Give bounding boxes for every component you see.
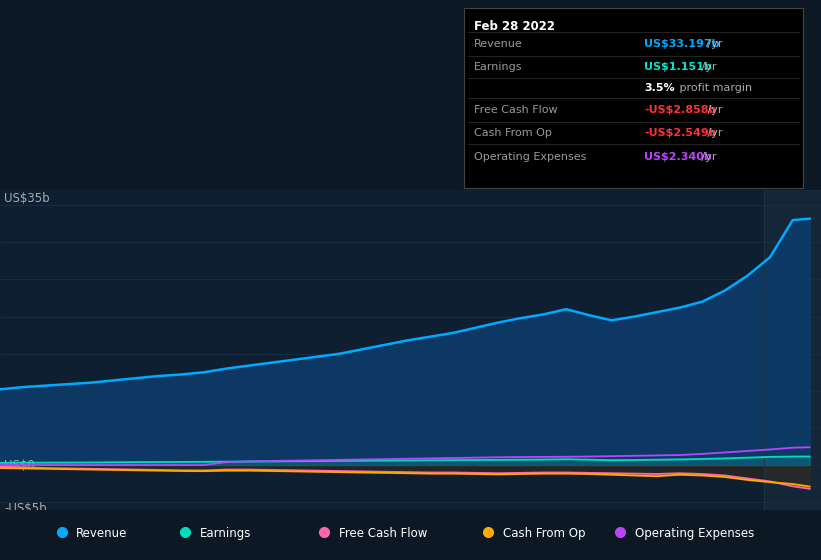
Text: /yr: /yr [698,62,716,72]
Text: Revenue: Revenue [474,39,522,49]
Text: -US$2.858b: -US$2.858b [644,105,717,115]
Text: Earnings: Earnings [474,62,522,72]
Text: -US$2.549b: -US$2.549b [644,128,717,138]
Text: Revenue: Revenue [76,528,128,540]
Text: profit margin: profit margin [676,83,752,93]
Text: US$2.340b: US$2.340b [644,152,713,161]
Text: /yr: /yr [704,128,722,138]
Text: /yr: /yr [698,152,716,161]
Text: Free Cash Flow: Free Cash Flow [474,105,557,115]
Text: /yr: /yr [704,39,722,49]
Text: -US$5b: -US$5b [4,502,47,515]
Text: Feb 28 2022: Feb 28 2022 [474,20,555,33]
Text: US$1.151b: US$1.151b [644,62,713,72]
Text: Cash From Op: Cash From Op [503,528,585,540]
Text: /yr: /yr [704,105,722,115]
Text: Cash From Op: Cash From Op [474,128,552,138]
Text: Earnings: Earnings [200,528,251,540]
Text: 3.5%: 3.5% [644,83,675,93]
Text: US$33.197b: US$33.197b [644,39,720,49]
Text: Operating Expenses: Operating Expenses [474,152,586,161]
Text: US$35b: US$35b [4,192,50,206]
Text: US$0: US$0 [4,459,34,472]
Bar [764,190,821,510]
Text: Free Cash Flow: Free Cash Flow [339,528,428,540]
Text: Operating Expenses: Operating Expenses [635,528,754,540]
